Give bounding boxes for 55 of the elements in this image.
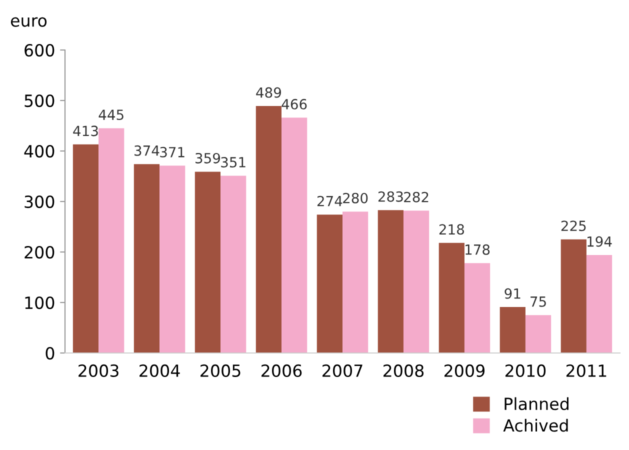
data-label: 91 bbox=[504, 288, 520, 299]
bar bbox=[160, 166, 186, 353]
bar bbox=[342, 212, 368, 353]
data-label: 351 bbox=[221, 156, 246, 168]
bar bbox=[282, 118, 308, 353]
data-label: 371 bbox=[160, 146, 184, 158]
bar bbox=[194, 172, 221, 353]
x-tick-label: 2011 bbox=[566, 364, 606, 378]
data-label: 466 bbox=[282, 98, 307, 110]
bar bbox=[378, 210, 404, 353]
y-tick-label: 500 bbox=[24, 94, 54, 108]
x-tick-label: 2005 bbox=[200, 364, 240, 378]
x-tick-label: 2006 bbox=[262, 364, 302, 378]
bar bbox=[438, 242, 464, 353]
data-label: 274 bbox=[317, 196, 342, 206]
bar bbox=[525, 315, 552, 353]
bar bbox=[500, 307, 526, 353]
bar bbox=[464, 263, 490, 353]
bar bbox=[98, 128, 124, 353]
bar bbox=[220, 176, 246, 353]
bar bbox=[403, 210, 430, 353]
data-label: 489 bbox=[256, 87, 281, 98]
data-label: 374 bbox=[134, 145, 160, 156]
y-tick-label: 300 bbox=[24, 195, 54, 208]
bar bbox=[134, 164, 160, 353]
x-tick-label: 2009 bbox=[444, 364, 485, 378]
bar bbox=[256, 106, 282, 353]
data-label: 225 bbox=[561, 220, 586, 232]
data-label: 75 bbox=[530, 296, 546, 307]
data-label: 359 bbox=[196, 152, 220, 164]
bar bbox=[316, 214, 342, 353]
bar bbox=[72, 144, 99, 353]
data-label: 178 bbox=[466, 244, 490, 255]
x-tick-label: 2008 bbox=[384, 364, 424, 378]
data-label: 194 bbox=[588, 236, 612, 247]
data-label: 413 bbox=[73, 126, 98, 136]
y-tick-label: 400 bbox=[24, 144, 54, 158]
data-label: 218 bbox=[439, 224, 464, 235]
data-label: 445 bbox=[98, 110, 124, 120]
data-label: 283 bbox=[378, 191, 403, 202]
legend-label: Planned bbox=[504, 397, 568, 410]
data-label: 282 bbox=[404, 192, 428, 202]
y-tick-label: 100 bbox=[25, 296, 54, 310]
y-tick-label: 200 bbox=[24, 246, 54, 259]
x-tick-label: 2007 bbox=[322, 364, 362, 378]
x-tick-label: 2003 bbox=[78, 364, 118, 378]
data-label: 280 bbox=[343, 192, 368, 204]
x-tick-label: 2004 bbox=[140, 364, 180, 378]
bar bbox=[586, 255, 612, 353]
x-tick-label: 2010 bbox=[505, 364, 546, 378]
bar bbox=[560, 239, 586, 353]
legend-label: Achived bbox=[503, 418, 568, 432]
y-tick-label: 600 bbox=[24, 44, 54, 57]
y-axis-title: euro bbox=[10, 17, 47, 27]
y-tick-label: 0 bbox=[46, 346, 54, 360]
